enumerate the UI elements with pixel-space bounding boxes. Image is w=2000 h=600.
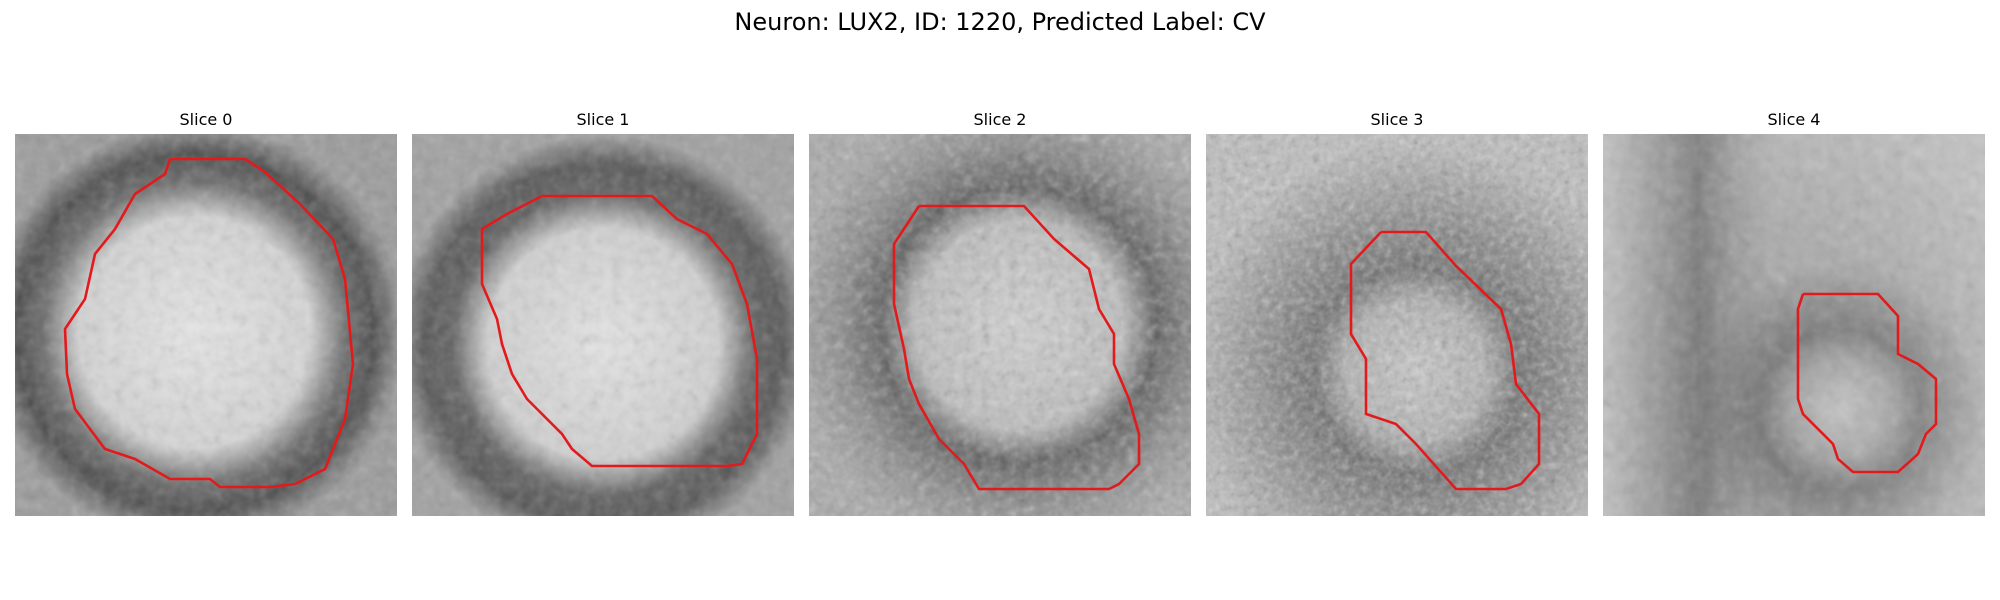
- slice-title-3: Slice 3: [1370, 110, 1424, 129]
- nucleus-outline-1: [480, 194, 759, 468]
- nucleus-outline-0: [63, 157, 355, 489]
- slice-title-1: Slice 1: [576, 110, 630, 129]
- slice-image-2: [809, 134, 1191, 516]
- slice-title-4: Slice 4: [1767, 110, 1821, 129]
- nucleus-outline-4: [1796, 292, 1938, 474]
- slice-image-0: [15, 134, 397, 516]
- slice-image-1: [412, 134, 794, 516]
- figure-title: Neuron: LUX2, ID: 1220, Predicted Label:…: [734, 8, 1266, 36]
- slice-title-2: Slice 2: [973, 110, 1027, 129]
- nucleus-outline-3: [1349, 230, 1541, 491]
- slice-image-3: [1206, 134, 1588, 516]
- slice-title-0: Slice 0: [179, 110, 233, 129]
- nucleus-outline-2: [892, 204, 1141, 491]
- slice-image-4: [1603, 134, 1985, 516]
